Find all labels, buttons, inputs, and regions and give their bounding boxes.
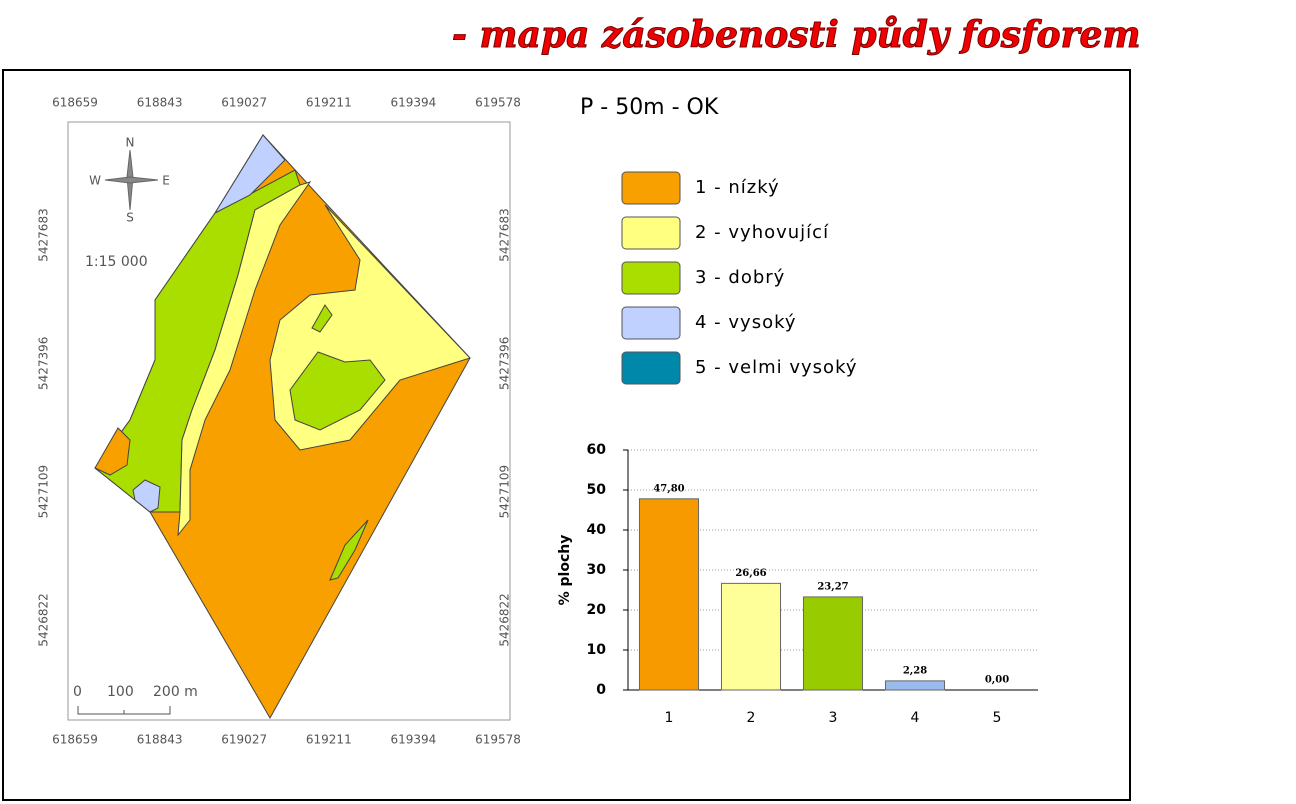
zone-green-4 bbox=[329, 519, 369, 581]
legend-title: P - 50m - OK bbox=[580, 95, 719, 120]
x-coord-label: 618843 bbox=[137, 96, 183, 110]
y-coord-label: 5427109 bbox=[498, 465, 512, 518]
legend-swatch bbox=[621, 171, 681, 205]
bar bbox=[638, 498, 700, 691]
y-tick-label: 20 bbox=[587, 602, 607, 618]
legend: 1 - nízký 2 - vyhovující 3 - dobrý 4 - vyso… bbox=[621, 171, 858, 385]
map-scale: 1:15 000 bbox=[85, 254, 148, 270]
x-tick-label: 1 bbox=[665, 710, 674, 726]
zone-blue-2 bbox=[132, 479, 161, 513]
zone-green-3 bbox=[311, 304, 333, 333]
page-title: - mapa zásobenosti půdy fosforem bbox=[452, 14, 1142, 57]
y-tick-label: 40 bbox=[587, 522, 607, 538]
legend-label: 3 - dobrý bbox=[695, 267, 785, 288]
zone-yellow bbox=[177, 181, 312, 537]
bar bbox=[802, 596, 864, 691]
compass-w: W bbox=[89, 174, 101, 188]
x-tick-label: 5 bbox=[993, 710, 1002, 726]
x-tick-label: 3 bbox=[829, 710, 838, 726]
y-coord-label: 5427109 bbox=[37, 465, 51, 518]
x-coord-label: 619394 bbox=[390, 96, 436, 110]
y-coord-label: 5426822 bbox=[498, 593, 512, 646]
map-coordinates: 618659 618659 618843 618843 619027 619027 6192… bbox=[37, 96, 521, 747]
bar bbox=[884, 680, 946, 691]
x-coord-label: 619394 bbox=[390, 733, 436, 747]
legend-label: 4 - vysoký bbox=[695, 312, 797, 333]
x-coord-label: 619211 bbox=[306, 733, 352, 747]
legend-label: 1 - nízký bbox=[695, 177, 780, 198]
x-coord-label: 618659 bbox=[52, 96, 98, 110]
zone-green-2 bbox=[289, 351, 386, 431]
compass-n: N bbox=[126, 136, 135, 150]
bar bbox=[720, 582, 782, 691]
compass-s: S bbox=[126, 211, 134, 225]
y-coord-label: 5427396 bbox=[37, 337, 51, 390]
x-coord-label: 619027 bbox=[221, 96, 267, 110]
scalebar-label: 100 bbox=[107, 684, 134, 700]
y-tick-label: 30 bbox=[587, 562, 607, 578]
x-tick-label: 4 bbox=[911, 710, 920, 726]
zone-orange-2 bbox=[94, 427, 131, 476]
x-coord-label: 619027 bbox=[221, 733, 267, 747]
legend-label: 5 - velmi vysoký bbox=[695, 357, 858, 378]
chart: 0 10 20 30 40 50 60 % plochy 1 47,80 2 26,66 3 23,27 4… bbox=[557, 442, 1038, 726]
scalebar-label: 0 bbox=[73, 684, 82, 700]
value-label: 47,80 bbox=[653, 483, 684, 494]
y-tick-label: 0 bbox=[596, 682, 606, 698]
x-coord-label: 619211 bbox=[306, 96, 352, 110]
scalebar bbox=[77, 706, 171, 715]
value-label: 0,00 bbox=[985, 675, 1009, 686]
value-label: 26,66 bbox=[735, 568, 766, 579]
zone-blue bbox=[213, 134, 286, 215]
x-coord-label: 619578 bbox=[475, 733, 521, 747]
y-coord-label: 5427396 bbox=[498, 337, 512, 390]
x-coord-label: 618843 bbox=[137, 733, 183, 747]
compass-e: E bbox=[162, 174, 170, 188]
field bbox=[94, 134, 471, 720]
compass-we bbox=[104, 176, 159, 184]
legend-swatch bbox=[621, 351, 681, 385]
y-axis-title: % plochy bbox=[557, 535, 573, 606]
y-tick-label: 10 bbox=[587, 642, 607, 658]
y-tick-label: 50 bbox=[587, 482, 607, 498]
value-label: 2,28 bbox=[903, 665, 927, 676]
legend-swatch bbox=[621, 306, 681, 340]
y-coord-label: 5426822 bbox=[37, 593, 51, 646]
y-coord-label: 5427683 bbox=[498, 208, 512, 261]
y-coord-label: 5427683 bbox=[37, 208, 51, 261]
legend-swatch bbox=[621, 261, 681, 295]
y-tick-label: 60 bbox=[587, 442, 607, 458]
scalebar-label: 200 m bbox=[153, 684, 198, 700]
compass bbox=[104, 149, 159, 211]
x-coord-label: 618659 bbox=[52, 733, 98, 747]
x-tick-label: 2 bbox=[747, 710, 756, 726]
legend-label: 2 - vyhovující bbox=[695, 222, 829, 243]
x-coord-label: 619578 bbox=[475, 96, 521, 110]
legend-swatch bbox=[621, 216, 681, 250]
value-label: 23,27 bbox=[817, 581, 848, 592]
